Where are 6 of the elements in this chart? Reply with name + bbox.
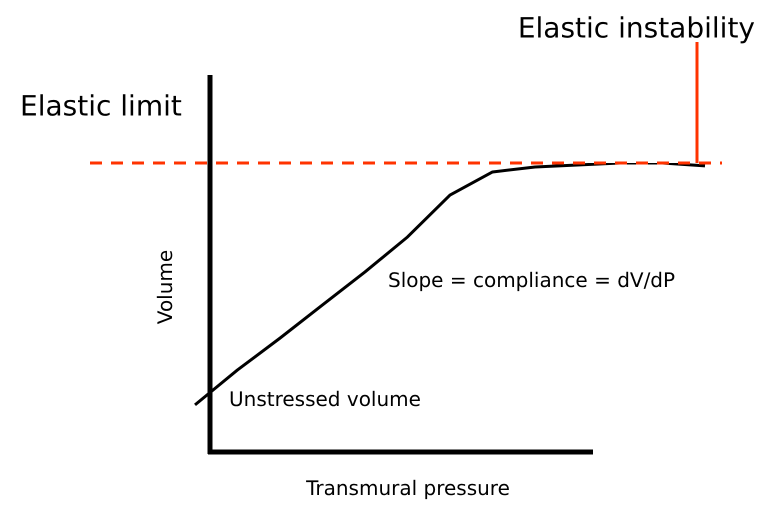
annotation: Unstressed volume (229, 387, 421, 412)
y-axis-title: Volume (153, 250, 178, 324)
x-axis-title: Transmural pressure (305, 476, 510, 500)
annotation: Slope = compliance = dV/dP (388, 268, 676, 292)
text: Elastic instability (518, 11, 755, 44)
ref-line-label: Elastic limit (20, 89, 182, 122)
